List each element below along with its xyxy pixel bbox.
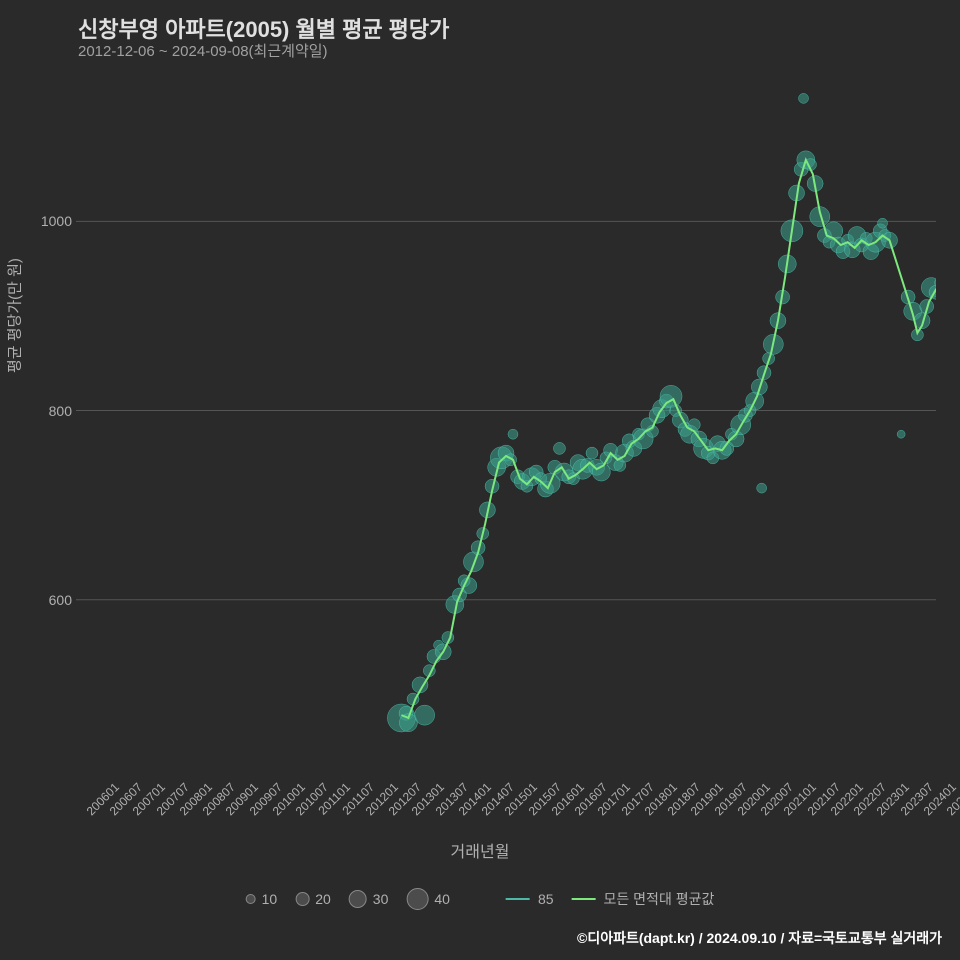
legend-series-swatch	[572, 898, 596, 900]
legend-size-circle	[295, 892, 309, 906]
scatter-point	[463, 552, 483, 572]
scatter-point	[897, 430, 905, 438]
scatter-point	[799, 93, 809, 103]
legend-size-label: 10	[262, 891, 278, 907]
chart-subtitle: 2012-12-06 ~ 2024-09-08(최근계약일)	[78, 40, 328, 61]
y-tick-label: 1000	[41, 213, 72, 229]
legend-series-swatch	[506, 898, 530, 900]
legend-series-item: 85	[506, 891, 554, 907]
legend-size-label: 40	[434, 891, 450, 907]
legend-series-item: 모든 면적대 평균값	[572, 889, 715, 909]
y-tick-label: 600	[49, 592, 72, 608]
legend-series-label: 모든 면적대 평균값	[604, 889, 715, 909]
plot-svg	[76, 70, 936, 770]
scatter-point	[660, 385, 682, 407]
legend-size-item: 40	[406, 888, 450, 910]
scatter-point	[586, 447, 598, 459]
x-axis-label: 거래년월	[451, 838, 510, 862]
scatter-point	[757, 483, 767, 493]
legend: 10 20 30 40 85 모든 면적대 평균값	[246, 888, 715, 910]
y-axis-label: 평균 평당가(만 원)	[4, 258, 25, 373]
legend-size-label: 20	[315, 891, 331, 907]
legend-size-item: 20	[295, 891, 331, 907]
y-tick-label: 800	[49, 403, 72, 419]
scatter-point	[508, 429, 518, 439]
chart-container: 신창부영 아파트(2005) 월별 평균 평당가 2012-12-06 ~ 20…	[0, 0, 960, 960]
legend-size-label: 30	[373, 891, 389, 907]
legend-size-circle	[349, 890, 367, 908]
scatter-point	[553, 442, 565, 454]
credit-text: ©디아파트(dapt.kr) / 2024.09.10 / 자료=국토교통부 실…	[577, 928, 942, 948]
legend-size-circle	[246, 894, 256, 904]
legend-size-item: 30	[349, 890, 389, 908]
legend-size-circle	[406, 888, 428, 910]
scatter-point	[878, 218, 888, 228]
plot-area	[76, 70, 936, 770]
legend-series-label: 85	[538, 891, 554, 907]
legend-size-item: 10	[246, 891, 278, 907]
scatter-point	[415, 705, 435, 725]
